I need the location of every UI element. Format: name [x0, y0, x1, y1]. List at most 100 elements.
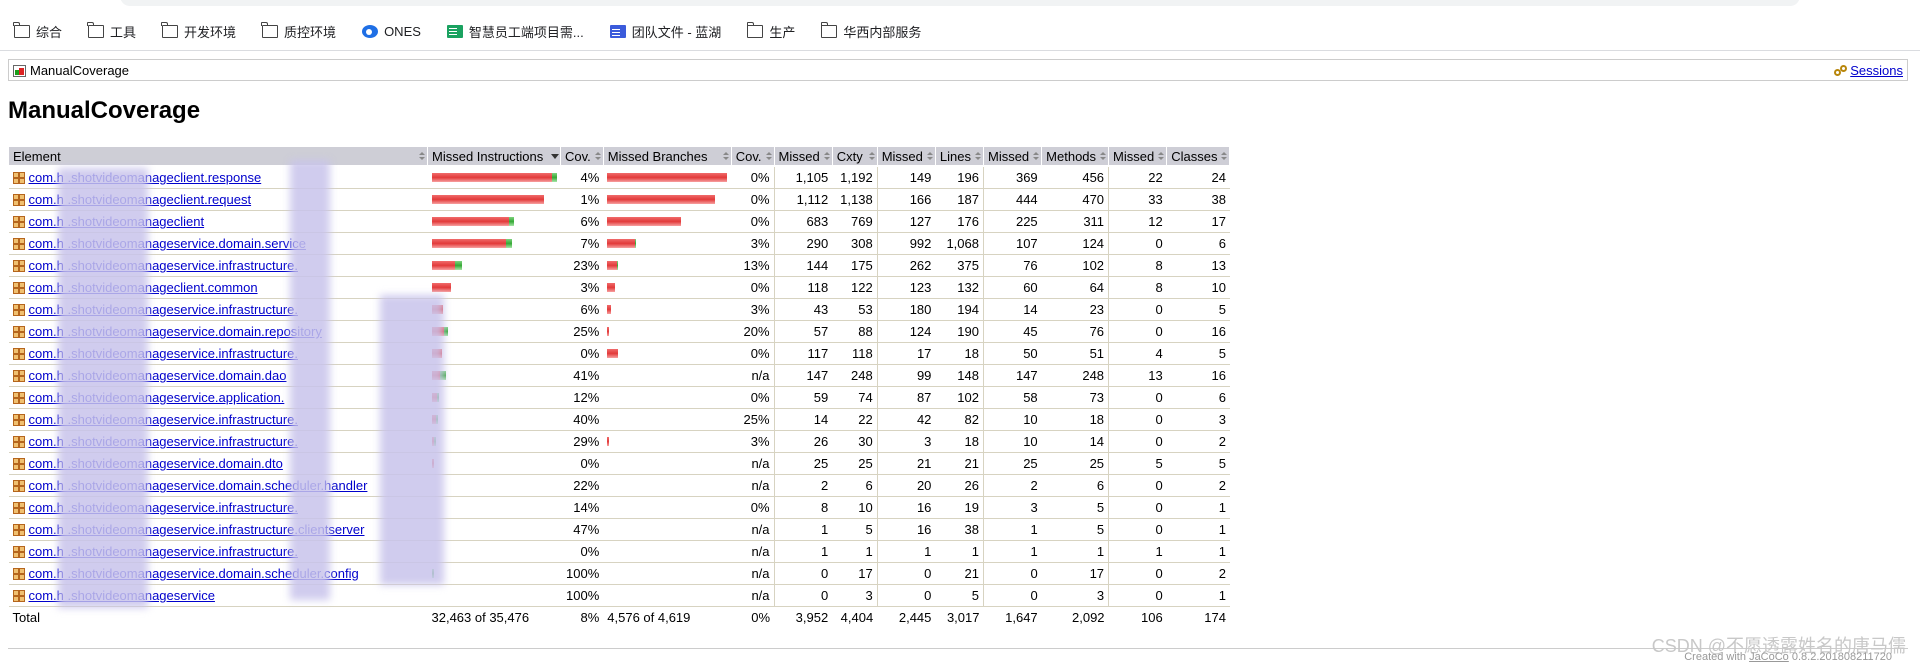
sort-icon [722, 152, 729, 160]
row-classes-missed: 0 [1108, 232, 1167, 255]
bookmark-lanhu[interactable]: 团队文件 - 蓝湖 [609, 22, 721, 41]
header-cxty-missed[interactable]: Missed [773, 146, 833, 167]
row-cxty: 22 [832, 408, 878, 431]
row-classes-missed: 8 [1108, 254, 1167, 277]
missed-instructions-bar [431, 195, 544, 204]
bookmark-project-sheet[interactable]: 智慧员工端项目需... [446, 22, 584, 41]
row-branches-cov: 25% [731, 408, 775, 431]
bookmark-gongju[interactable]: 工具 [87, 21, 136, 41]
header-classes[interactable]: Classes [1166, 146, 1231, 167]
total-methods: 2,092 [1041, 606, 1109, 627]
missed-branches-bar [607, 327, 610, 336]
row-methods-missed: 3 [982, 496, 1042, 519]
row-cxty-missed: 2 [773, 474, 833, 497]
row-lines-missed: 123 [876, 276, 936, 299]
row-instructions-bar [427, 364, 561, 387]
row-methods-missed: 58 [982, 386, 1042, 409]
row-classes: 16 [1166, 364, 1230, 387]
total-branches: 4,576 of 4,619 [603, 606, 732, 627]
row-lines-missed: 166 [876, 188, 936, 211]
row-methods-missed: 14 [982, 298, 1042, 321]
header-missed-instructions[interactable]: Missed Instructions [427, 146, 561, 167]
package-icon [12, 567, 25, 580]
row-lines-missed: 99 [876, 364, 936, 387]
header-methods[interactable]: Methods [1041, 146, 1110, 167]
address-bar[interactable] [120, 0, 1800, 6]
header-lines[interactable]: Lines [934, 146, 984, 167]
table-row: com.h .shotvideomanageservice.domain.dto… [8, 452, 1230, 475]
folder-icon [161, 21, 179, 38]
row-lines: 26 [935, 474, 984, 497]
package-icon [12, 325, 25, 338]
row-lines: 148 [935, 364, 984, 387]
row-lines: 1 [935, 540, 984, 563]
bookmark-label: 华西内部服务 [843, 24, 922, 40]
row-cxty: 17 [832, 562, 878, 585]
total-instructions-cov: 8% [560, 606, 604, 627]
row-lines: 194 [935, 298, 984, 321]
row-cxty: 175 [832, 254, 878, 277]
header-classes-missed[interactable]: Missed [1108, 146, 1168, 167]
header-instructions-cov[interactable]: Cov. [560, 146, 604, 167]
row-methods-missed: 1 [982, 518, 1042, 541]
report-icon [13, 64, 26, 77]
row-instructions-cov: 25% [560, 320, 604, 343]
row-instructions-bar [427, 562, 561, 585]
bookmark-ones[interactable]: ONES [362, 24, 421, 39]
row-classes: 5 [1166, 342, 1230, 365]
row-lines: 21 [935, 452, 984, 475]
row-classes-missed: 8 [1108, 276, 1167, 299]
header-branches-cov[interactable]: Cov. [730, 146, 775, 167]
header-methods-missed[interactable]: Missed [982, 146, 1043, 167]
bookmark-qc-env[interactable]: 质控环境 [261, 21, 336, 41]
browser-address-bar-edge [0, 0, 1920, 8]
bookmark-production[interactable]: 生产 [746, 21, 795, 41]
header-lines-missed[interactable]: Missed [876, 146, 936, 167]
row-branches-bar [603, 584, 732, 607]
row-cxty-missed: 1 [773, 540, 833, 563]
sort-icon [1100, 152, 1107, 160]
sort-icon [765, 152, 772, 160]
row-lines-missed: 0 [876, 562, 936, 585]
row-methods: 248 [1041, 364, 1109, 387]
row-cxty-missed: 43 [773, 298, 833, 321]
bookmark-dev-env[interactable]: 开发环境 [161, 21, 236, 41]
bookmark-internal-services[interactable]: 华西内部服务 [820, 21, 922, 41]
row-methods: 3 [1041, 584, 1109, 607]
row-instructions-cov: 47% [560, 518, 604, 541]
row-instructions-bar [427, 210, 561, 233]
row-branches-bar [603, 518, 732, 541]
header-element[interactable]: Element [8, 146, 428, 167]
row-cxty: 25 [832, 452, 878, 475]
sessions-link[interactable]: Sessions [1850, 63, 1903, 78]
row-instructions-cov: 29% [560, 430, 604, 453]
table-row: com.h .shotvideomanageservice100%n/a0305… [8, 584, 1230, 607]
row-instructions-bar [427, 254, 561, 277]
row-methods-missed: 0 [982, 562, 1042, 585]
row-methods: 1 [1041, 540, 1109, 563]
row-lines-missed: 127 [876, 210, 936, 233]
table-row: com.h .shotvideomanageclient.request 1% 0%… [8, 188, 1230, 211]
row-methods: 64 [1041, 276, 1109, 299]
privacy-blur [380, 295, 444, 585]
table-row: com.h .shotvideomanageservice.infrastruc… [8, 408, 1230, 431]
row-cxty-missed: 1,105 [773, 166, 833, 189]
row-lines-missed: 42 [876, 408, 936, 431]
row-methods: 311 [1041, 210, 1109, 233]
header-cxty[interactable]: Cxty [831, 146, 878, 167]
total-lines-missed: 2,445 [877, 606, 936, 627]
row-classes: 2 [1166, 562, 1230, 585]
row-instructions-cov: 0% [560, 452, 604, 475]
breadcrumb-label: ManualCoverage [30, 63, 130, 78]
total-classes-missed: 106 [1108, 606, 1167, 627]
package-icon [12, 435, 25, 448]
row-lines: 5 [935, 584, 984, 607]
missed-branches-bar [607, 437, 610, 446]
row-classes: 5 [1166, 452, 1230, 475]
sort-icon [594, 152, 601, 160]
row-cxty-missed: 25 [773, 452, 833, 475]
jacoco-link[interactable]: JaCoCo [1749, 651, 1789, 663]
header-missed-branches[interactable]: Missed Branches [602, 146, 732, 167]
row-lines-missed: 20 [876, 474, 936, 497]
bookmark-zonghe[interactable]: 综合 [13, 21, 62, 41]
